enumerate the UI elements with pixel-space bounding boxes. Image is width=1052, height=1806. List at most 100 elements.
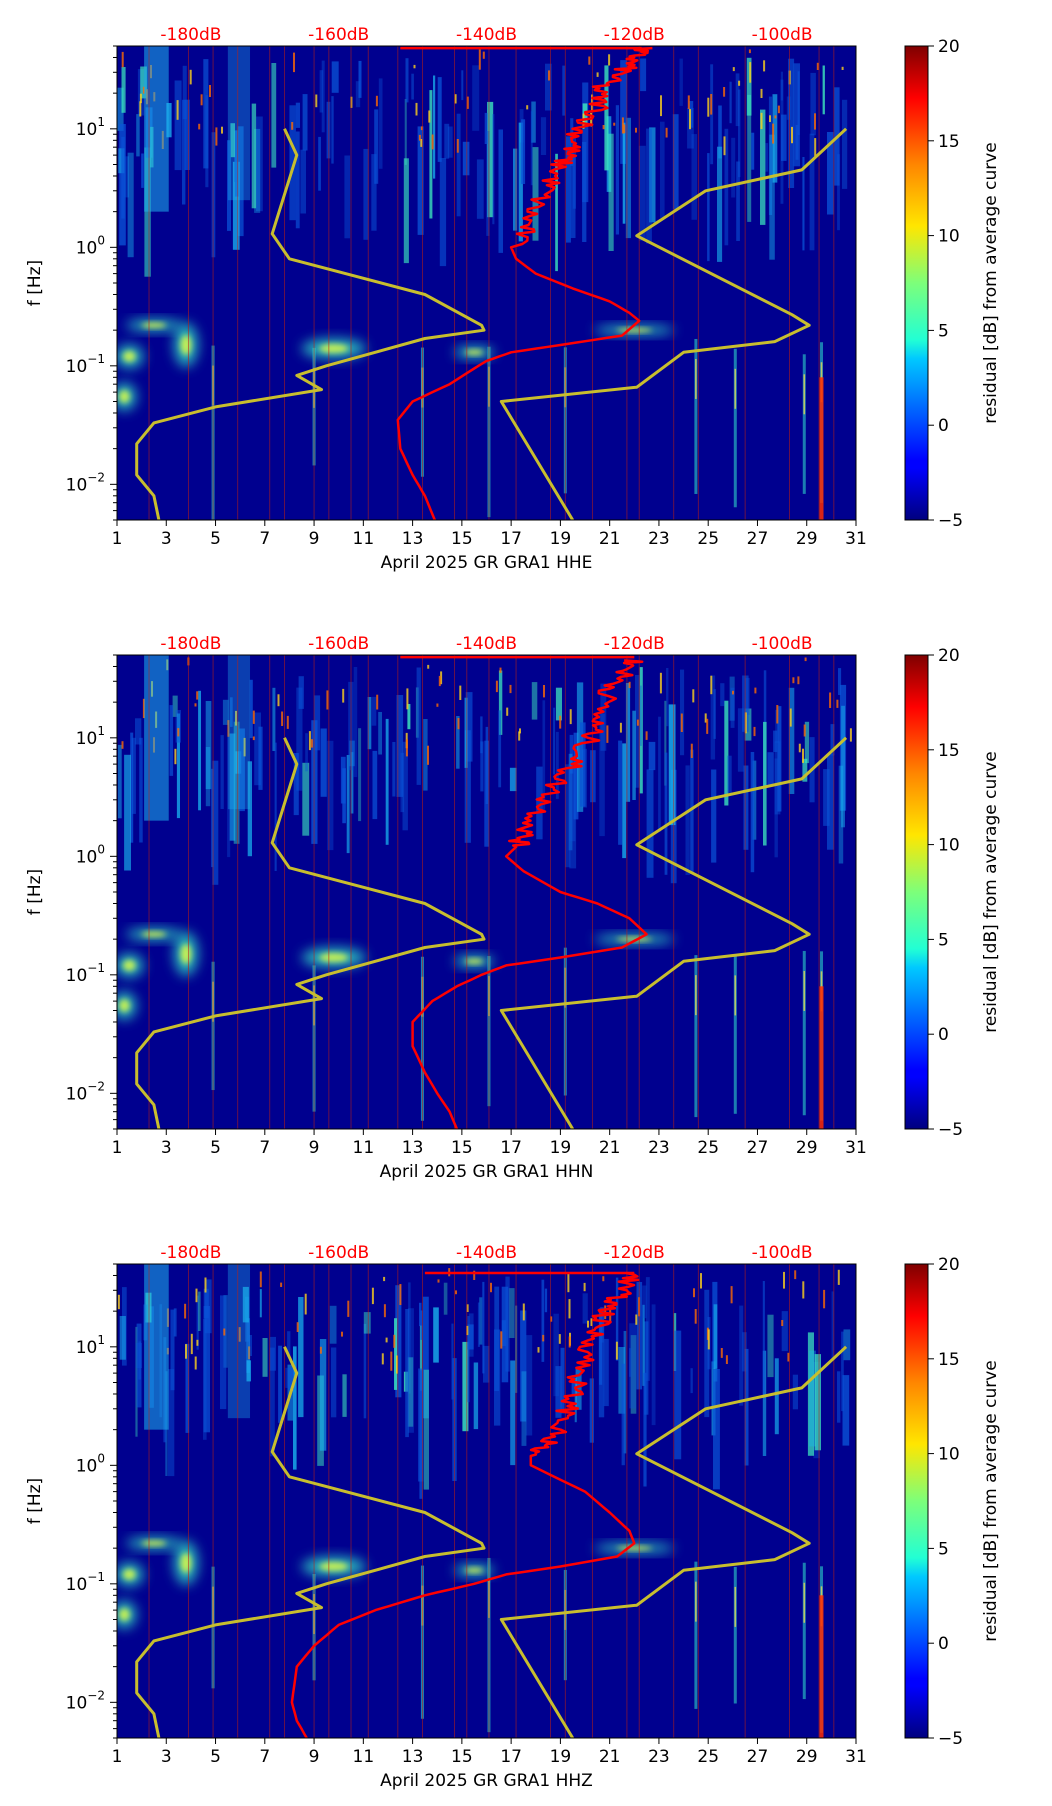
colorbar-tick-label: 5	[938, 930, 949, 950]
y-tick-exponent: 1	[97, 724, 105, 738]
x-tick-label: 21	[599, 529, 621, 549]
y-tick-label: 101	[76, 115, 105, 140]
x-tick-label: 23	[648, 1747, 670, 1767]
y-tick-base: 10	[76, 729, 98, 749]
y-tick-exponent: −2	[87, 1079, 105, 1093]
low-noise-model-curve	[135, 128, 486, 520]
day-lines	[148, 1264, 835, 1738]
mean-psd-curve	[411, 659, 648, 1129]
y-tick-exponent: 0	[97, 1451, 105, 1465]
x-tick-label: 23	[648, 1138, 670, 1158]
x-tick-label: 13	[402, 1747, 424, 1767]
y-tick-label: 10−1	[66, 1570, 105, 1595]
y-tick-label: 100	[76, 1451, 105, 1476]
db-scale-label: -140dB	[456, 1243, 517, 1263]
colorbar-tick-label: 0	[938, 416, 949, 436]
mean-psd-curve	[396, 46, 653, 520]
colorbar: 20 15 10 5 0 −5 residual [dB] from average cur…	[904, 37, 1001, 531]
db-scale-label: -100dB	[752, 1243, 813, 1263]
high-noise-model-curve	[499, 127, 848, 520]
low-noise-model-curve	[135, 737, 486, 1129]
x-tick-label: 13	[402, 529, 424, 549]
db-scale-label: -120dB	[604, 1243, 665, 1263]
x-tick-label: 15	[451, 1747, 473, 1767]
colorbar-tick-label: −5	[938, 511, 963, 531]
colorbar-tick-label: 5	[938, 1539, 949, 1559]
y-tick-label: 10−2	[66, 470, 105, 495]
x-tick-label: 25	[697, 529, 719, 549]
colorbar-tick-label: −5	[938, 1729, 963, 1749]
x-tick-label: 21	[599, 1138, 621, 1158]
db-scale: -180dB -160dB -140dB -120dB -100dB	[160, 25, 812, 45]
db-scale-label: -120dB	[604, 25, 665, 45]
y-tick-label: 10−2	[66, 1688, 105, 1713]
x-tick-label: 15	[451, 529, 473, 549]
x-tick-label: 5	[210, 1138, 221, 1158]
x-tick-label: 1	[112, 1138, 123, 1158]
x-tick-label: 31	[845, 1138, 867, 1158]
y-tick-base: 10	[76, 847, 98, 867]
y-tick-exponent: −1	[87, 352, 105, 366]
colorbar-tick-label: 5	[938, 321, 949, 341]
y-tick-base: 10	[66, 475, 88, 495]
x-tick-label: 5	[210, 1747, 221, 1767]
colorbar-tick-label: 10	[938, 836, 960, 856]
x-tick-label: 21	[599, 1747, 621, 1767]
x-tick-label: 19	[550, 1138, 572, 1158]
y-axis-label: f [Hz]	[25, 869, 45, 915]
y-tick-label: 10−1	[66, 961, 105, 986]
x-tick-label: 11	[353, 1747, 375, 1767]
colorbar-label: residual [dB] from average curve	[981, 751, 1001, 1032]
spectrogram-texture	[117, 46, 848, 277]
x-tick-label: 9	[309, 1138, 320, 1158]
mean-psd-curve	[290, 1271, 640, 1738]
y-tick-label: 100	[76, 842, 105, 867]
y-tick-exponent: 0	[97, 233, 105, 247]
colorbar-tick-label: −5	[938, 1120, 963, 1140]
colorbar-tick-label: 0	[938, 1634, 949, 1654]
y-tick-base: 10	[66, 357, 88, 377]
y-tick-base: 10	[66, 1575, 88, 1595]
y-tick-label: 100	[76, 233, 105, 258]
spectrogram-texture	[117, 1264, 851, 1499]
x-tick-label: 15	[451, 1138, 473, 1158]
microseism-energy	[117, 1537, 675, 1629]
colorbar-gradient	[904, 1263, 929, 1739]
x-tick-label: 25	[697, 1138, 719, 1158]
db-scale: -180dB -160dB -140dB -120dB -100dB	[160, 1243, 812, 1263]
spectrogram-area	[117, 655, 856, 1129]
spectrogram-area	[117, 46, 856, 520]
y-tick-exponent: −1	[87, 1570, 105, 1584]
x-tick-label: 27	[747, 1138, 769, 1158]
y-tick-base: 10	[66, 1693, 88, 1713]
colorbar-tick-label: 15	[938, 741, 960, 761]
x-tick-label: 3	[161, 529, 172, 549]
db-scale-label: -180dB	[160, 634, 221, 654]
colorbar-tick-label: 15	[938, 132, 960, 152]
y-tick-label: 101	[76, 724, 105, 749]
y-tick-exponent: −1	[87, 961, 105, 975]
colorbar-label: residual [dB] from average curve	[981, 1360, 1001, 1641]
colorbar-tick-label: 20	[938, 37, 960, 57]
y-tick-label: 10−2	[66, 1079, 105, 1104]
x-tick-label: 9	[309, 1747, 320, 1767]
y-tick-base: 10	[66, 966, 88, 986]
colorbar-gradient	[904, 654, 929, 1130]
microseism-energy	[117, 928, 675, 1020]
colorbar: 20 15 10 5 0 −5 residual [dB] from average cur…	[904, 1255, 1001, 1749]
colorbar-tick-label: 0	[938, 1025, 949, 1045]
x-tick-label: 29	[796, 1747, 818, 1767]
x-tick-label: 27	[747, 529, 769, 549]
x-tick-label: 17	[500, 529, 522, 549]
y-tick-exponent: 1	[97, 115, 105, 129]
day-lines	[148, 46, 835, 520]
colorbar-tick-label: 20	[938, 1255, 960, 1275]
colorbar-gradient	[904, 45, 929, 521]
high-noise-model-curve	[499, 1345, 848, 1738]
spectrogram-texture	[118, 655, 852, 885]
y-tick-label: 101	[76, 1333, 105, 1358]
colorbar-label: residual [dB] from average curve	[981, 142, 1001, 423]
